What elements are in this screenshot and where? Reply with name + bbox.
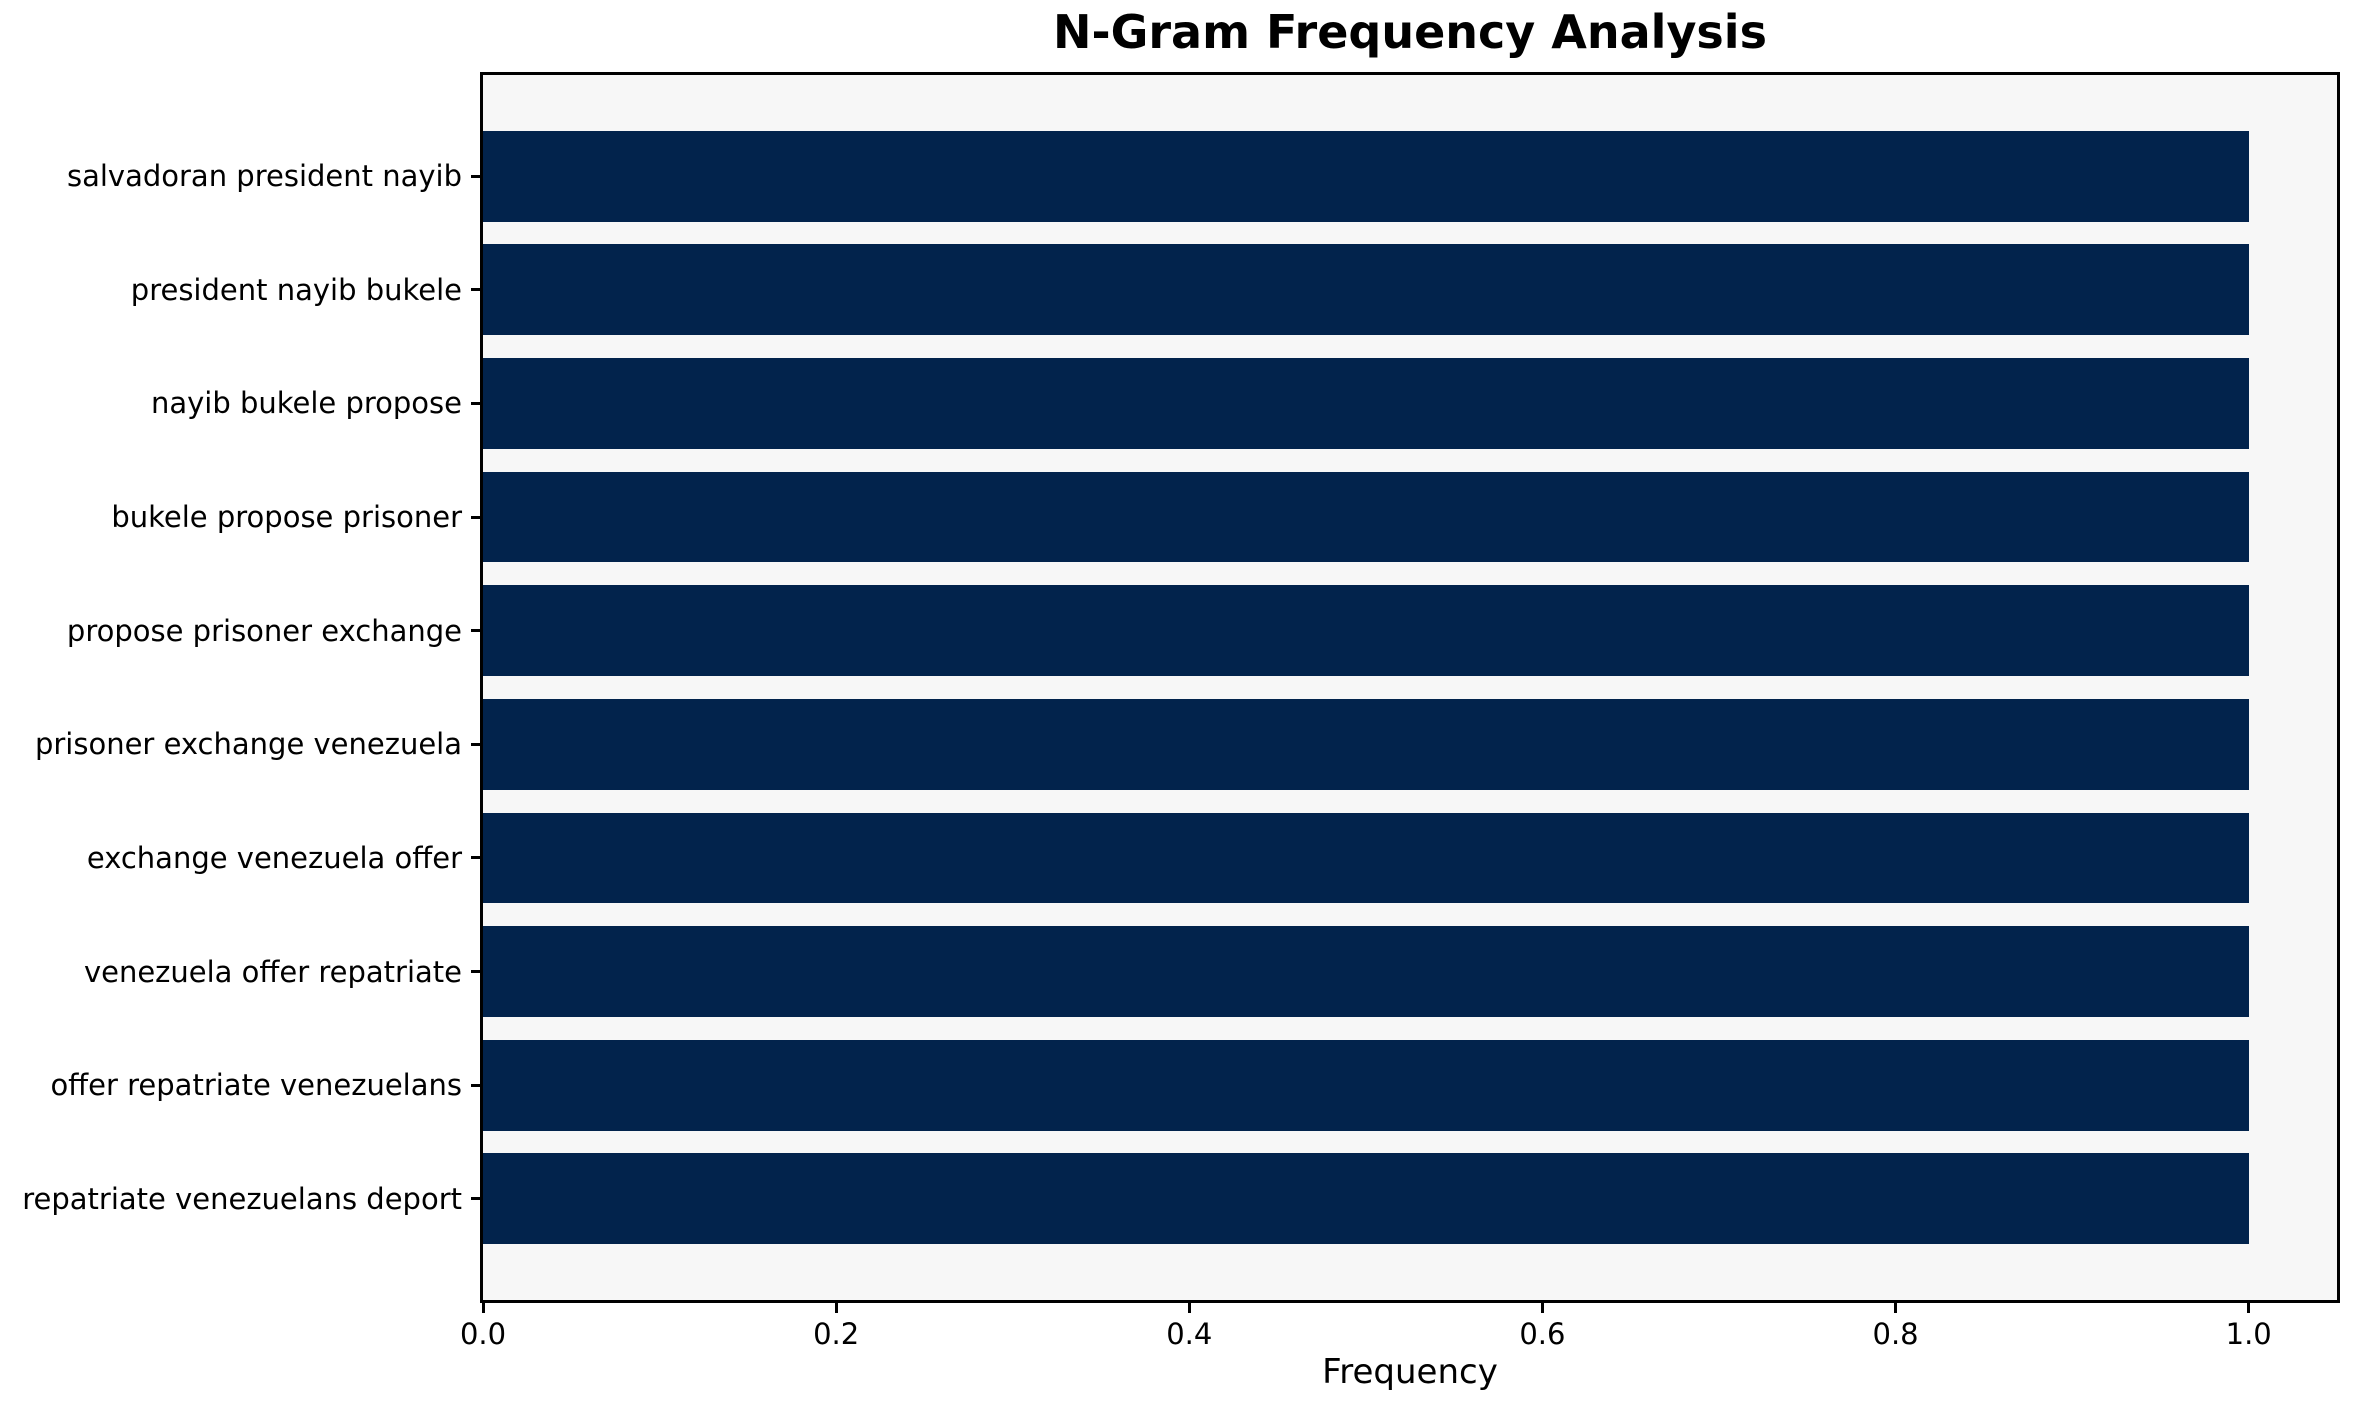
chart-title: N-Gram Frequency Analysis <box>1053 5 1767 59</box>
bar <box>483 1153 2249 1245</box>
bar <box>483 585 2249 677</box>
bar <box>483 926 2249 1018</box>
y-tick-label: salvadoran president nayib <box>66 159 462 194</box>
bar <box>483 357 2249 449</box>
y-tick-label: bukele propose prisoner <box>111 500 462 535</box>
y-tick-mark <box>471 970 480 974</box>
x-tick-label: 0.2 <box>813 1317 860 1351</box>
x-tick-mark <box>481 1303 485 1313</box>
y-tick-mark <box>471 174 480 178</box>
bar <box>483 130 2249 222</box>
y-tick-label: president nayib bukele <box>130 272 462 307</box>
bar <box>483 1039 2249 1131</box>
y-tick-label: propose prisoner exchange <box>66 613 462 648</box>
y-tick-label: venezuela offer repatriate <box>83 954 462 989</box>
bar <box>483 812 2249 904</box>
y-tick-label: repatriate venezuelans deport <box>22 1181 462 1216</box>
y-tick-label: nayib bukele propose <box>150 386 462 421</box>
y-tick-mark <box>471 1083 480 1087</box>
x-tick-label: 0.4 <box>1166 1317 1213 1351</box>
x-tick-mark <box>2247 1303 2251 1313</box>
x-tick-mark <box>1187 1303 1191 1313</box>
y-tick-mark <box>471 1197 480 1201</box>
x-tick-label: 0.8 <box>1872 1317 1919 1351</box>
y-tick-label: prisoner exchange venezuela <box>34 727 462 762</box>
x-axis-label: Frequency <box>1322 1352 1498 1392</box>
plot-area <box>480 72 2340 1303</box>
bar <box>483 471 2249 563</box>
x-tick-mark <box>834 1303 838 1313</box>
bar <box>483 244 2249 336</box>
y-tick-label: offer repatriate venezuelans <box>50 1068 462 1103</box>
y-tick-mark <box>471 288 480 292</box>
bar <box>483 698 2249 790</box>
y-tick-mark <box>471 742 480 746</box>
x-tick-mark <box>1540 1303 1544 1313</box>
y-tick-mark <box>471 856 480 860</box>
x-tick-mark <box>1894 1303 1898 1313</box>
x-tick-label: 0.0 <box>459 1317 507 1351</box>
y-tick-mark <box>471 629 480 633</box>
x-tick-label: 0.6 <box>1519 1317 1566 1351</box>
y-tick-label: exchange venezuela offer <box>86 840 462 875</box>
y-tick-mark <box>471 515 480 519</box>
x-tick-label: 1.0 <box>2225 1317 2272 1351</box>
y-tick-mark <box>471 401 480 405</box>
